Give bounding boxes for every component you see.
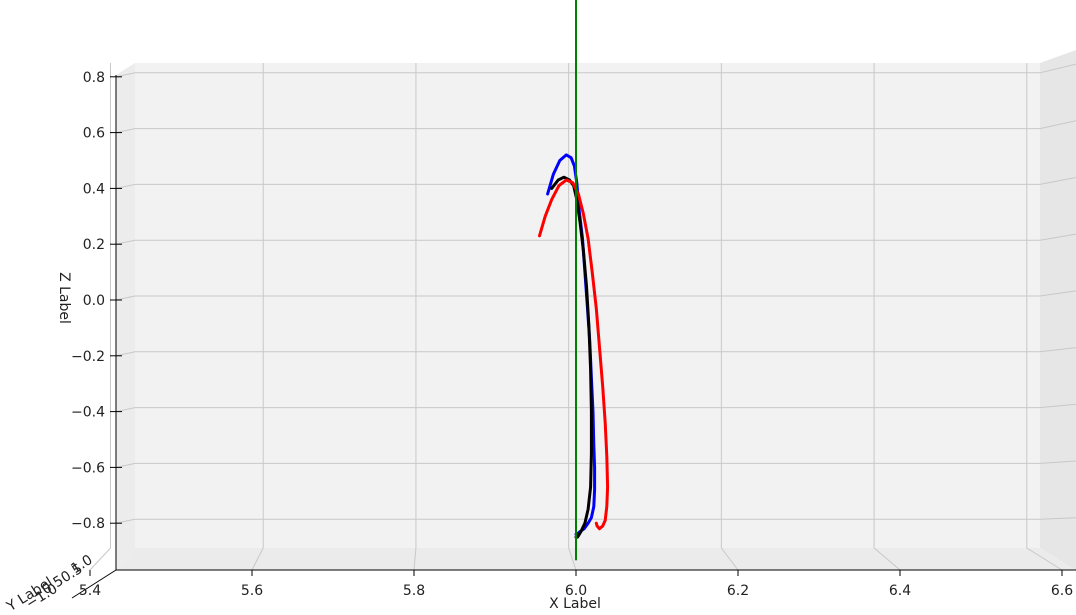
- z-axis-label: Z Label: [56, 272, 72, 324]
- x-floor-grid-line: [251, 547, 264, 571]
- z-left-grid-line: [115, 407, 136, 413]
- x-floor-grid-line: [568, 547, 577, 571]
- z-side-grid-line: [1039, 233, 1076, 241]
- x-tick-label: 5.4: [79, 583, 101, 599]
- z-left-grid-line: [115, 183, 136, 189]
- z-side-grid-line: [1039, 347, 1076, 353]
- y-axis-line: [71, 569, 117, 599]
- z-tick-label: 0.4: [83, 181, 105, 197]
- z-left-grid-line: [115, 462, 136, 468]
- z-left-grid-line: [115, 518, 136, 524]
- z-tick-label: 0.6: [83, 126, 105, 142]
- z-left-grid-line: [115, 295, 136, 301]
- z-side-grid-line: [1039, 403, 1076, 409]
- z-tick-label: −0.8: [71, 516, 105, 532]
- tick-marks: [89, 76, 1063, 576]
- z-tick-label: −0.6: [71, 460, 105, 476]
- z-left-grid-line: [115, 239, 136, 245]
- x-tick-label: 6.4: [889, 583, 911, 599]
- z-side-grid-line: [1039, 517, 1076, 520]
- series-line-2: [538, 178, 610, 531]
- z-left-grid-line: [115, 72, 136, 78]
- data-series: [538, 0, 610, 561]
- z-side-grid-line: [1039, 120, 1076, 130]
- grid-lines: [89, 63, 1076, 571]
- z-side-grid-line: [1039, 290, 1076, 297]
- z-left-grid-line: [115, 351, 136, 357]
- z-tick-label: −0.2: [71, 349, 105, 365]
- x-floor-grid-line: [89, 547, 111, 571]
- x-floor-grid-line: [1026, 547, 1063, 571]
- x-tick-label: 6.2: [727, 583, 749, 599]
- z-side-grid-line: [1039, 176, 1076, 185]
- z-side-grid-line: [1039, 460, 1076, 464]
- z-left-grid-line: [115, 128, 136, 134]
- left-side-pane: [116, 63, 135, 570]
- z-side-grid-line: [1039, 63, 1076, 74]
- x-floor-grid-line: [413, 547, 417, 571]
- z-tick-label: 0.0: [83, 293, 105, 309]
- x-tick-label: 6.0: [565, 583, 587, 599]
- x-floor-grid-line: [720, 547, 739, 571]
- z-tick-label: 0.8: [83, 70, 105, 86]
- z-tick-label: 0.2: [83, 237, 105, 253]
- floor-pane: [116, 548, 1076, 570]
- z-tick-label: −0.4: [71, 405, 105, 421]
- x-tick-label: 5.6: [241, 583, 263, 599]
- x-tick-label: 6.6: [1051, 583, 1073, 599]
- x-tick-label: 5.8: [403, 583, 425, 599]
- x-axis-label: X Label: [549, 596, 601, 612]
- side-pane: [1040, 50, 1076, 570]
- x-floor-grid-line: [873, 547, 901, 571]
